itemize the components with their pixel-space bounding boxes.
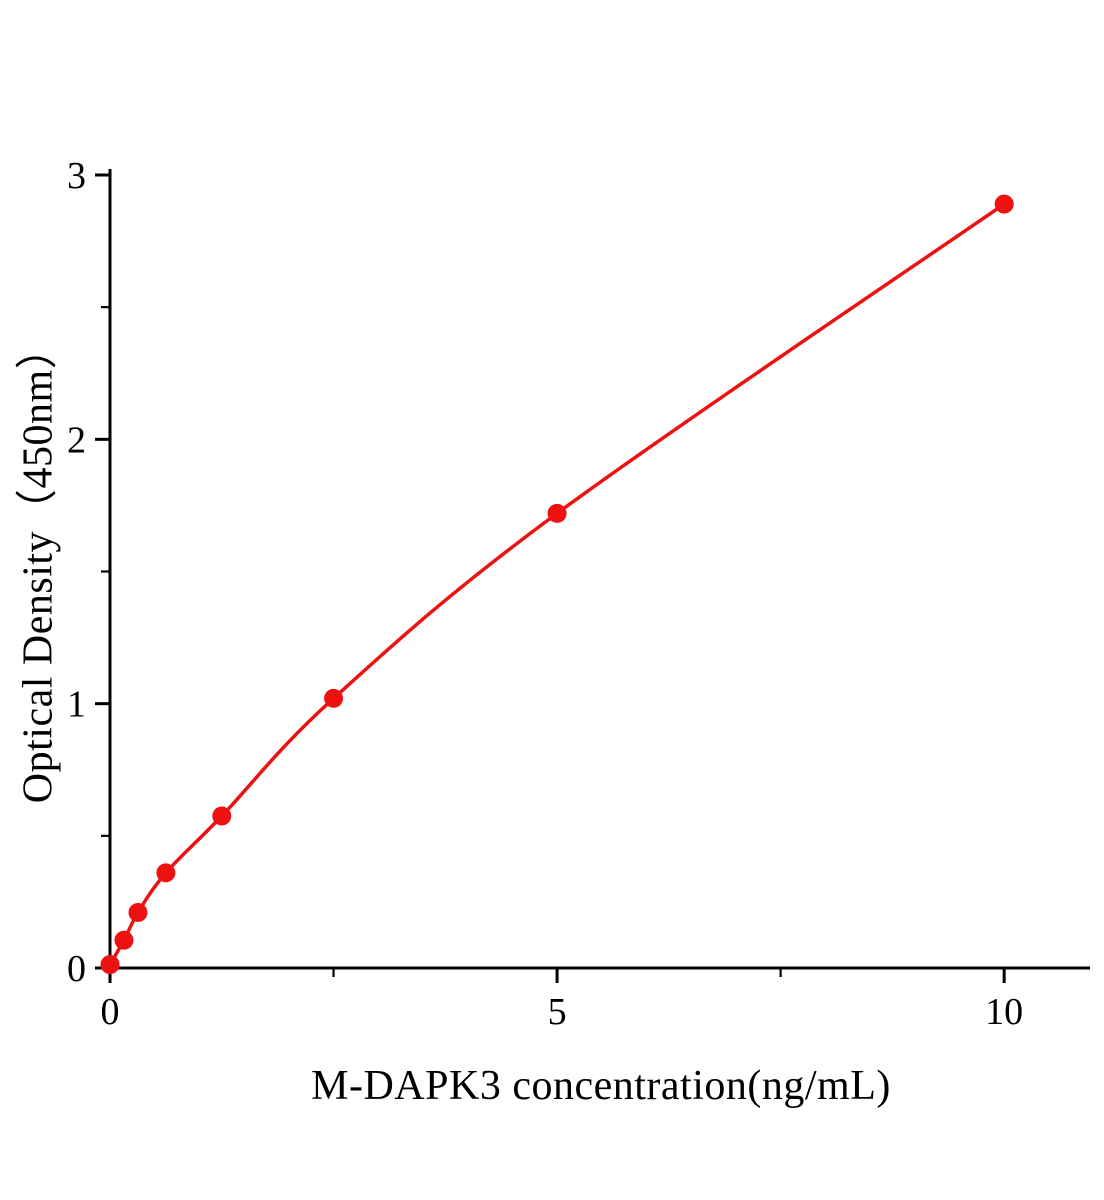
data-point-marker — [324, 688, 344, 708]
x-tick-label: 10 — [985, 991, 1023, 1033]
data-point-marker — [100, 955, 120, 975]
data-point-marker — [994, 194, 1014, 214]
data-point-marker — [114, 930, 134, 950]
x-axis-label: M-DAPK3 concentration(ng/mL) — [311, 1063, 891, 1109]
y-tick-label: 2 — [67, 419, 86, 461]
data-point-marker — [547, 503, 567, 523]
data-point-marker — [128, 902, 148, 922]
data-point-marker — [156, 863, 176, 883]
y-axis-label: Optical Density（450nm） — [15, 326, 62, 804]
data-point-marker — [212, 806, 232, 826]
y-tick-label: 1 — [67, 684, 86, 726]
y-tick-label: 3 — [67, 155, 86, 197]
y-tick-label: 0 — [67, 948, 86, 990]
data-curve — [108, 202, 1006, 967]
x-tick-label: 0 — [101, 991, 120, 1033]
x-tick-label: 5 — [548, 991, 567, 1033]
